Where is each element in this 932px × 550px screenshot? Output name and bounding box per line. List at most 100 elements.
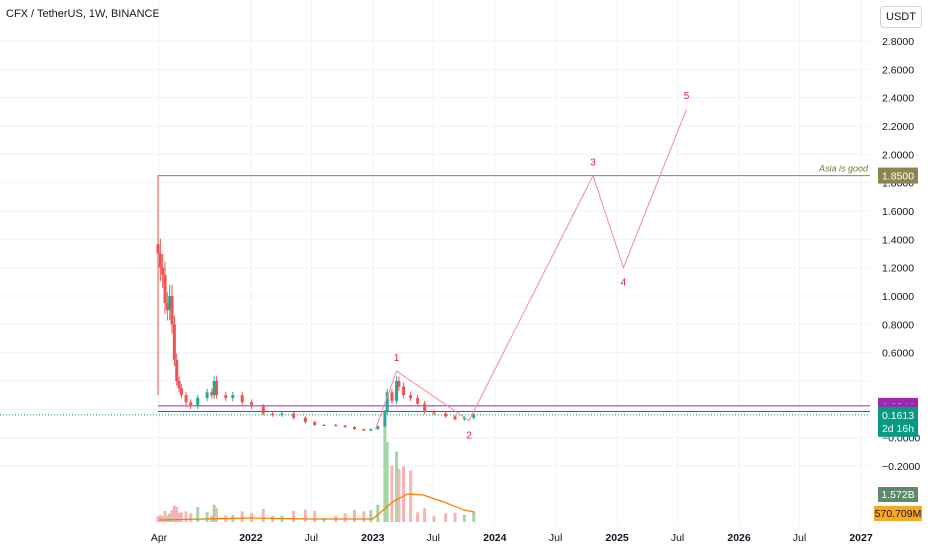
candle-body (240, 395, 244, 403)
price-tick-label: 0.8000 (882, 319, 914, 331)
price-tick-label: 2.6000 (882, 64, 914, 76)
volume-bar (432, 515, 436, 522)
volume-bar (184, 511, 188, 522)
volume-bar (369, 510, 373, 522)
candle-body (214, 381, 218, 396)
candle-body (453, 416, 457, 420)
candle-body (462, 417, 466, 420)
time-tick-label: Jul (549, 532, 562, 544)
volume-moving-average (158, 493, 475, 521)
price-tick-label: 1.0000 (882, 291, 914, 303)
currency-selector[interactable]: USDT (880, 6, 922, 28)
time-tick-label: 2025 (605, 532, 629, 544)
candle-body (409, 395, 413, 398)
volume-bar (453, 512, 457, 522)
volume-bar (322, 518, 326, 522)
candlesticks (156, 228, 476, 432)
volume-bar (462, 514, 466, 522)
volume-bar (158, 514, 162, 522)
volume-bar (395, 451, 399, 522)
candle-body (383, 412, 387, 427)
candle-body (397, 381, 401, 387)
candle-body (163, 274, 167, 304)
time-tick-label: Jul (671, 532, 684, 544)
candle-body (231, 395, 235, 398)
volume-bar (165, 515, 169, 522)
time-tick-label: 2024 (483, 532, 507, 544)
candle-body (385, 392, 389, 413)
wave-path (375, 108, 688, 430)
volume-bar (416, 512, 420, 522)
volume-bar (390, 465, 394, 522)
volume-bar (402, 466, 406, 522)
candle-body (343, 425, 347, 428)
volume-bar (214, 508, 218, 522)
time-tick-label: 2023 (361, 532, 385, 544)
volume-bar (352, 510, 356, 522)
candle-body (322, 424, 326, 426)
last-price-countdown: 2d 16h (882, 423, 914, 435)
volume-bar (240, 511, 244, 522)
volume-bar (362, 511, 366, 522)
time-tick-label: Apr (151, 532, 168, 544)
candle-body (261, 406, 265, 414)
candle-body (212, 381, 216, 396)
volume-bar (189, 513, 193, 522)
volume-bar (179, 512, 183, 522)
volume-bar (170, 510, 174, 522)
volume-bar (409, 470, 413, 522)
price-tick-label: 2.2000 (882, 121, 914, 133)
candle-body (334, 424, 338, 426)
candle-body (472, 414, 476, 418)
level-badge-label: 1.8500 (882, 171, 914, 183)
volume-bar (161, 516, 165, 522)
volume-bar (163, 511, 167, 522)
candle-body (168, 296, 172, 311)
price-axis: 2.80002.60002.40002.20002.00001.80001.60… (882, 36, 920, 473)
elliott-wave-projection: 1 2 3 4 5 (375, 91, 690, 442)
candle-body (175, 359, 179, 381)
candle-body (224, 395, 228, 398)
volume-ma-badge (874, 506, 922, 521)
candle-body (172, 324, 176, 360)
time-tick-label: Jul (427, 532, 440, 544)
volume-bar (397, 469, 401, 522)
wave-label: 3 (590, 158, 596, 169)
last-price-label: 0.1613 (882, 410, 914, 422)
candle-body (444, 413, 448, 417)
volume-bar (156, 516, 160, 522)
candle-body (165, 303, 169, 311)
wave-label: 1 (394, 353, 400, 364)
volume-bar (168, 513, 172, 522)
candle-body (432, 412, 436, 414)
volume-bar (313, 510, 317, 522)
chart-grid (0, 0, 870, 525)
time-tick-label: 2022 (239, 532, 263, 544)
wave-label: 5 (684, 91, 690, 102)
candle-body (280, 413, 284, 415)
candle-body (177, 381, 181, 389)
level-note: Asia is good (818, 164, 869, 174)
time-tick-label: 2027 (849, 532, 873, 544)
candle-body (250, 402, 254, 407)
candle-body (416, 398, 420, 404)
candle-body (376, 426, 380, 430)
candle-body (156, 244, 160, 254)
volume-bar (172, 505, 176, 522)
volume-bar (423, 508, 427, 522)
volume-bar (212, 504, 216, 522)
candle-body (170, 296, 174, 325)
candle-body (161, 267, 165, 275)
candle-body (395, 381, 399, 401)
candle-body (292, 413, 296, 418)
time-tick-label: Jul (793, 532, 806, 544)
chart-title: CFX / TetherUS, 1W, BINANCE (6, 8, 160, 20)
last-price-badge (878, 406, 918, 437)
candle-body (362, 429, 366, 431)
price-tick-label: 1.4000 (882, 234, 914, 246)
price-tick-label: 1.6000 (882, 206, 914, 218)
wave-label: 2 (466, 431, 472, 442)
volume-ma-line (158, 493, 475, 521)
volume-bar (444, 513, 448, 522)
